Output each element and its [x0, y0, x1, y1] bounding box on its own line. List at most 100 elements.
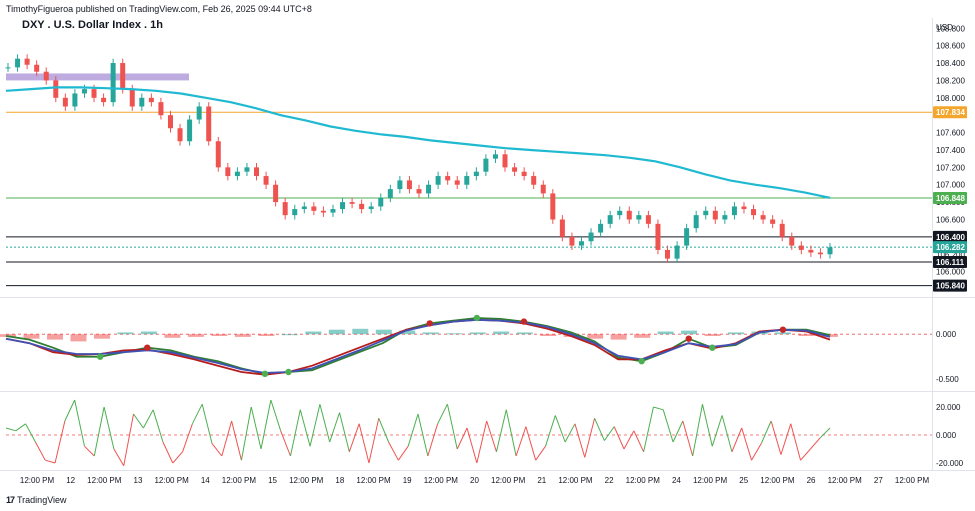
candle-body	[158, 102, 164, 116]
oscillator-segment	[231, 420, 242, 461]
candle-body	[798, 245, 804, 250]
oscillator-segment	[427, 423, 439, 457]
published-caption: TimothyFigueroa published on TradingView…	[6, 4, 312, 14]
oscillator-segment	[760, 420, 772, 444]
candle-body	[770, 219, 776, 224]
oscillator-segment	[54, 420, 66, 464]
oscillator-segment	[437, 403, 448, 425]
crossover-dot	[685, 335, 692, 342]
oscillator-segment	[201, 404, 213, 444]
candle-body	[72, 93, 78, 107]
candle-body	[91, 89, 97, 98]
price-tick-label: 108.200	[936, 76, 965, 85]
oscillator-segment	[309, 404, 321, 447]
oscillator-segment	[819, 427, 831, 439]
candle-body	[34, 64, 40, 72]
time-tick-label: 12:00 PM	[895, 476, 930, 485]
candle-body	[254, 167, 260, 177]
macd-tick-label: 0.000	[936, 330, 957, 339]
oscillator-segment	[142, 409, 154, 429]
oscillator-segment	[633, 430, 645, 453]
oscillator-segment	[486, 420, 497, 452]
price-tick-label: 106.600	[936, 216, 965, 225]
candle-body	[578, 241, 584, 246]
candle-body	[244, 167, 250, 172]
time-tick-label: 12:00 PM	[828, 476, 863, 485]
crossover-dot	[779, 326, 787, 333]
candle-body	[435, 176, 441, 185]
candle-body	[282, 202, 288, 216]
oscillator-segment	[348, 423, 360, 452]
time-tick-label: 24	[672, 476, 681, 485]
candle-body	[349, 202, 355, 204]
candle-body	[779, 223, 785, 237]
oscillator-segment	[721, 415, 733, 452]
time-tick-label: 18	[335, 476, 344, 485]
oscillator-segment	[417, 413, 429, 457]
time-tick-label: 12:00 PM	[20, 476, 55, 485]
macd-histogram-bar	[211, 334, 228, 336]
candle-body	[110, 63, 116, 103]
oscillator-segment	[45, 459, 56, 464]
macd-line	[5, 318, 831, 374]
candle-body	[827, 247, 833, 255]
candle-body	[397, 180, 403, 190]
candle-body	[703, 210, 709, 216]
candle-body	[139, 97, 145, 107]
oscillator-segment	[525, 426, 537, 461]
time-tick-label: 12:00 PM	[491, 476, 526, 485]
oscillator-segment	[74, 399, 85, 447]
price-tick-label: 108.000	[936, 94, 965, 103]
tradingview-brand[interactable]: 17 TradingView	[6, 495, 67, 505]
oscillator-segment	[731, 427, 743, 452]
oscillator-segment	[191, 403, 203, 425]
candle-body	[626, 210, 632, 220]
candle-body	[731, 206, 737, 216]
macd-histogram-bar	[140, 331, 157, 335]
oscillator-segment	[672, 420, 684, 443]
macd-histogram-bar	[399, 330, 416, 335]
oscillator-segment	[574, 423, 586, 458]
crossover-dot	[520, 318, 528, 325]
crossover-dot	[285, 368, 292, 376]
price-tick-label: 106.000	[936, 268, 965, 277]
oscillator-segment	[113, 448, 125, 467]
macd-histogram-bar	[46, 334, 63, 340]
oscillator-segment	[260, 399, 272, 450]
candle-body	[292, 209, 298, 216]
price-tick-label: 107.400	[936, 146, 965, 155]
macd-histogram-bar	[446, 333, 463, 335]
oscillator-segment	[221, 420, 233, 457]
candle-body	[483, 158, 489, 172]
oscillator-segment	[84, 445, 95, 457]
level-label: 106.400	[936, 233, 965, 242]
oscillator-segment	[211, 443, 223, 457]
oscillator-segment	[280, 430, 291, 457]
candle-body	[540, 184, 546, 194]
price-tick-label: 107.200	[936, 163, 965, 172]
oscillator-segment	[476, 420, 488, 464]
candle-body	[712, 210, 718, 220]
level-label-bg	[933, 230, 967, 243]
macd-histogram-bar	[540, 334, 557, 336]
level-label-bg	[933, 256, 967, 269]
level-label: 106.848	[936, 194, 965, 203]
candle-body	[368, 206, 374, 210]
macd-tick-label: -0.500	[936, 375, 959, 384]
oscillator-segment	[25, 423, 36, 443]
macd-histogram-bar	[728, 332, 745, 335]
crossover-dot	[96, 353, 104, 360]
macd-histogram-bar	[469, 332, 486, 335]
candle-body	[206, 106, 212, 142]
oscillator-segment	[34, 441, 46, 461]
currency-label: USD	[936, 23, 953, 32]
candle-body	[43, 71, 49, 81]
macd-histogram-bar	[234, 334, 251, 337]
oscillator-segment	[682, 420, 694, 457]
oscillator-segment	[554, 415, 566, 443]
oscillator-segment	[172, 451, 183, 464]
candle-body	[311, 206, 317, 211]
candle-body	[53, 80, 59, 98]
price-tick-label: 108.800	[936, 24, 965, 33]
